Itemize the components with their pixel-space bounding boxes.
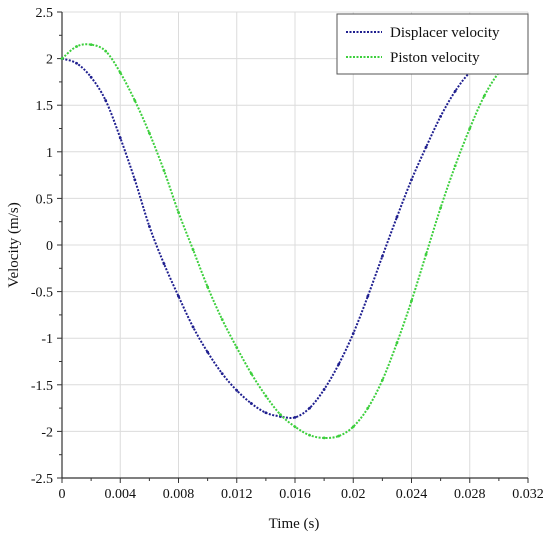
data-point [206, 285, 210, 289]
y-tick-label: 1 [46, 146, 53, 161]
data-point [468, 127, 472, 130]
y-tick-label: 1.5 [36, 99, 54, 114]
data-point [235, 346, 239, 349]
data-point [89, 75, 93, 79]
data-point [206, 350, 210, 354]
y-axis-title: Velocity (m/s) [6, 202, 22, 287]
data-point [293, 416, 297, 419]
x-tick-label: 0 [59, 487, 66, 502]
data-point [191, 325, 195, 329]
data-point [351, 332, 355, 335]
data-point [191, 248, 195, 252]
data-point [118, 136, 122, 140]
x-tick-label: 0.004 [105, 487, 137, 502]
legend-label-piston: Piston velocity [390, 50, 480, 66]
data-point [133, 178, 137, 182]
y-tick-label: -2.5 [31, 472, 53, 487]
x-axis-title: Time (s) [269, 516, 320, 532]
series-displacer [60, 57, 498, 419]
data-point [118, 71, 122, 74]
x-tick-label: 0.012 [221, 487, 253, 502]
series-layer [60, 43, 515, 440]
legend-box [336, 13, 529, 75]
y-tick-label: 0.5 [36, 192, 54, 207]
data-point [147, 224, 151, 228]
data-point [322, 436, 326, 440]
data-point [424, 252, 428, 256]
data-point [322, 388, 326, 391]
data-point [104, 49, 108, 53]
data-point [177, 294, 180, 298]
legend: Displacer velocity Piston velocity [336, 13, 529, 75]
data-point [249, 372, 253, 376]
y-tick-label: -1 [41, 332, 53, 347]
data-point [162, 169, 166, 172]
data-point [75, 45, 78, 48]
data-point [89, 43, 93, 47]
data-point [439, 206, 443, 210]
data-point [220, 372, 224, 376]
y-tick-label: 2.5 [36, 6, 54, 21]
data-point [104, 99, 108, 102]
data-point [453, 89, 457, 93]
data-point [410, 178, 413, 182]
data-point [60, 57, 64, 60]
x-tick-label: 0.02 [341, 487, 366, 502]
data-point [293, 425, 297, 429]
data-point [279, 413, 282, 417]
legend-label-displacer: Displacer velocity [390, 25, 500, 41]
data-point [424, 145, 428, 149]
y-tick-label: -2 [41, 425, 53, 440]
data-point [162, 262, 166, 266]
data-point [380, 378, 384, 382]
data-point [395, 341, 399, 345]
data-point [264, 394, 268, 398]
data-point [147, 131, 151, 135]
data-point [482, 94, 486, 98]
data-point [177, 210, 180, 214]
data-point [249, 402, 253, 405]
data-point [308, 433, 311, 437]
grid [61, 11, 529, 479]
data-point [453, 164, 457, 168]
x-tick-label: 0.032 [512, 487, 544, 502]
data-point [337, 434, 341, 438]
x-tick-label: 0.028 [454, 487, 486, 502]
data-point [351, 425, 355, 429]
data-point [308, 406, 311, 410]
y-tick-label: -1.5 [31, 379, 53, 394]
data-point [439, 114, 443, 118]
data-point [366, 406, 370, 410]
y-tick-label: 0 [46, 239, 53, 254]
data-point [75, 61, 78, 65]
series-line [61, 43, 515, 439]
data-point [410, 299, 413, 303]
series-piston [60, 43, 515, 440]
x-tick-label: 0.016 [279, 487, 311, 502]
data-point [220, 318, 224, 321]
data-point [337, 362, 341, 366]
data-point [235, 388, 239, 392]
y-tick-label: 2 [46, 53, 53, 68]
data-point [264, 411, 268, 415]
x-tick-label: 0.008 [163, 487, 195, 502]
data-point [395, 215, 399, 219]
data-point [133, 99, 137, 102]
data-point [366, 294, 370, 298]
data-point [380, 254, 384, 258]
y-tick-label: -0.5 [31, 286, 53, 301]
axes: 0 0.004 0.008 0.012 0.016 0.02 0.024 0.028 0.032… [31, 6, 544, 502]
x-tick-label: 0.024 [396, 487, 428, 502]
